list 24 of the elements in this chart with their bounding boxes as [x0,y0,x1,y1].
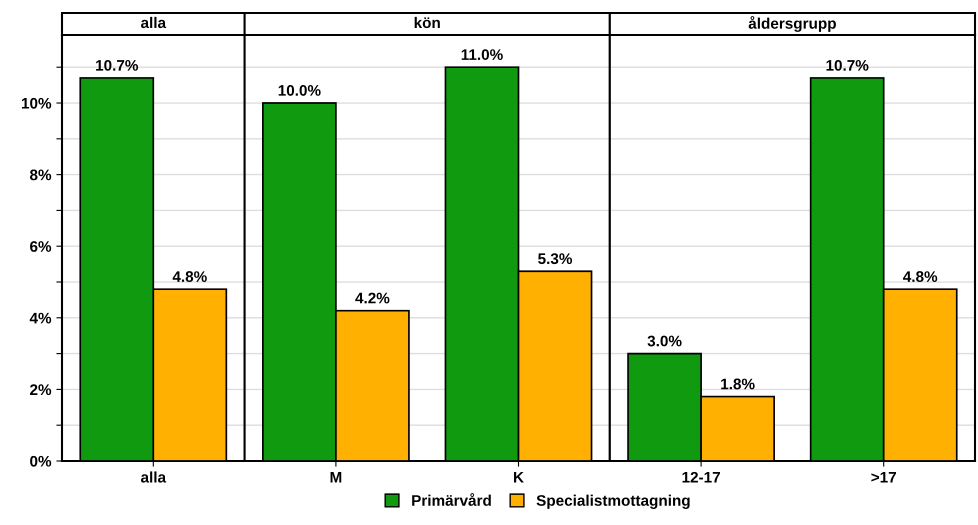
data-label: 3.0% [648,336,682,346]
data-label: 10.0% [278,85,321,96]
data-label: 10.7% [96,60,138,71]
chart-title: åldersgrupp [748,16,836,32]
y-tick-label: 0% [30,456,52,467]
data-label: 5.3% [538,253,572,264]
x-tick-label: >17 [871,472,896,482]
legend-label: Primärvård [412,493,491,506]
y-tick-label: 10% [22,98,52,109]
y-tick-label: 8% [30,169,52,180]
x-tick-label: M [330,472,342,482]
chart-title: kön [414,16,440,28]
data-label: 10.7% [826,60,868,71]
x-tick-label: 12-17 [682,472,720,482]
y-tick-label: 6% [30,241,52,252]
data-label: 4.8% [172,271,207,282]
x-tick-label: K [514,472,524,482]
data-label: 1.8% [721,378,755,390]
y-tick-label: 2% [30,384,52,396]
legend-label: Specialistmottagning [536,494,690,509]
data-label: 11.0% [462,49,503,60]
data-label: 4.8% [903,271,938,282]
data-label: 4.2% [355,292,390,304]
y-tick-label: 4% [30,312,52,324]
